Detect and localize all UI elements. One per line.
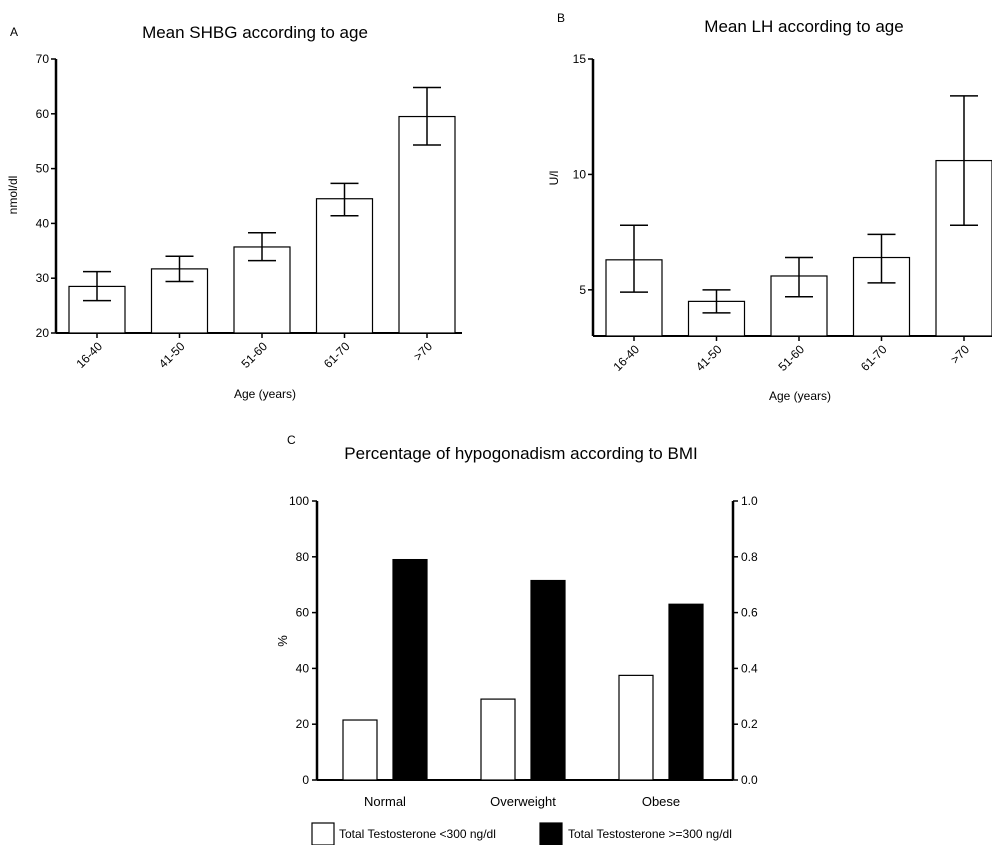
panel-c-title: Percentage of hypogonadism according to … [344, 444, 697, 463]
y-tick-label: 70 [36, 52, 50, 66]
x-tick-label: >70 [948, 342, 973, 367]
y-tick-label: 10 [573, 167, 587, 181]
panel-c-plot-area: 0 20 40 60 80 100 0.0 0.2 0.4 0.6 0.8 1.0 Normal Over… [289, 494, 758, 809]
panel-a-plot-area: 20 30 40 50 60 70 16-40 41-50 51-60 61-70 >70 [36, 52, 462, 371]
panel-a-shbg-chart: A Mean SHBG according to age nmol/dl Age… [6, 23, 462, 401]
y-tick-label: 50 [36, 162, 50, 176]
y-tick-label: 20 [36, 326, 50, 340]
right-y-tick-label: 0.6 [741, 606, 758, 620]
left-y-tick-label: 80 [296, 550, 310, 564]
right-y-tick-label: 0.0 [741, 773, 758, 787]
legend-swatch [311, 822, 335, 845]
x-tick-label: Normal [364, 794, 406, 809]
panel-c-letter: C [287, 433, 296, 447]
bar [398, 115, 456, 334]
y-tick-label: 15 [573, 52, 587, 66]
x-tick-label: Obese [642, 794, 680, 809]
panel-b-plot-area: 5 10 15 16-40 41-50 51-60 61-70 >70 [573, 52, 992, 374]
panel-a-y-axis-label: nmol/dl [6, 176, 20, 215]
x-tick-label: Overweight [490, 794, 556, 809]
x-tick-label: 16-40 [74, 339, 106, 371]
panel-c-y-axis-label: % [275, 635, 290, 647]
x-tick-label: 61-70 [858, 342, 890, 374]
legend-label: Total Testosterone <300 ng/dl [339, 827, 496, 841]
left-y-tick-label: 20 [296, 717, 310, 731]
legend-swatch [539, 822, 563, 845]
panel-b-x-axis-label: Age (years) [769, 389, 831, 403]
y-tick-label: 60 [36, 107, 50, 121]
left-y-tick-label: 60 [296, 606, 310, 620]
bar-normal-testosterone [530, 579, 566, 781]
y-tick-label: 30 [36, 271, 50, 285]
bar-low-testosterone [618, 674, 654, 781]
bar-normal-testosterone [668, 603, 704, 781]
x-tick-label: 51-60 [776, 342, 808, 374]
panel-c-legend: Total Testosterone <300 ng/dl Total Testo… [311, 822, 732, 845]
x-tick-label: 61-70 [321, 339, 353, 371]
left-y-tick-label: 100 [289, 494, 309, 508]
bar [315, 198, 374, 334]
right-y-tick-label: 0.4 [741, 661, 758, 675]
x-tick-label: >70 [411, 339, 436, 364]
panel-b-letter: B [557, 11, 565, 25]
right-y-tick-label: 0.8 [741, 550, 758, 564]
bar-low-testosterone [342, 719, 378, 781]
x-tick-label: 16-40 [611, 342, 643, 374]
y-tick-label: 5 [579, 283, 586, 297]
panel-b-y-axis-label: U/l [547, 171, 561, 186]
panel-b-title: Mean LH according to age [704, 17, 903, 36]
legend-label: Total Testosterone >=300 ng/dl [568, 827, 732, 841]
panel-b-lh-chart: B Mean LH according to age U/l Age (year… [547, 11, 992, 403]
bar-normal-testosterone [392, 558, 428, 781]
left-y-tick-label: 0 [302, 773, 309, 787]
x-tick-label: 41-50 [156, 339, 188, 371]
right-y-tick-label: 0.2 [741, 717, 758, 731]
right-y-tick-label: 1.0 [741, 494, 758, 508]
panel-c-hypogonadism-chart: C Percentage of hypogonadism according t… [275, 433, 758, 845]
bar-low-testosterone [480, 698, 516, 781]
y-tick-label: 40 [36, 216, 50, 230]
panel-a-letter: A [10, 25, 18, 39]
x-tick-label: 51-60 [239, 339, 271, 371]
panel-a-title: Mean SHBG according to age [142, 23, 368, 42]
panel-a-x-axis-label: Age (years) [234, 387, 296, 401]
left-y-tick-label: 40 [296, 661, 310, 675]
x-tick-label: 41-50 [693, 342, 725, 374]
